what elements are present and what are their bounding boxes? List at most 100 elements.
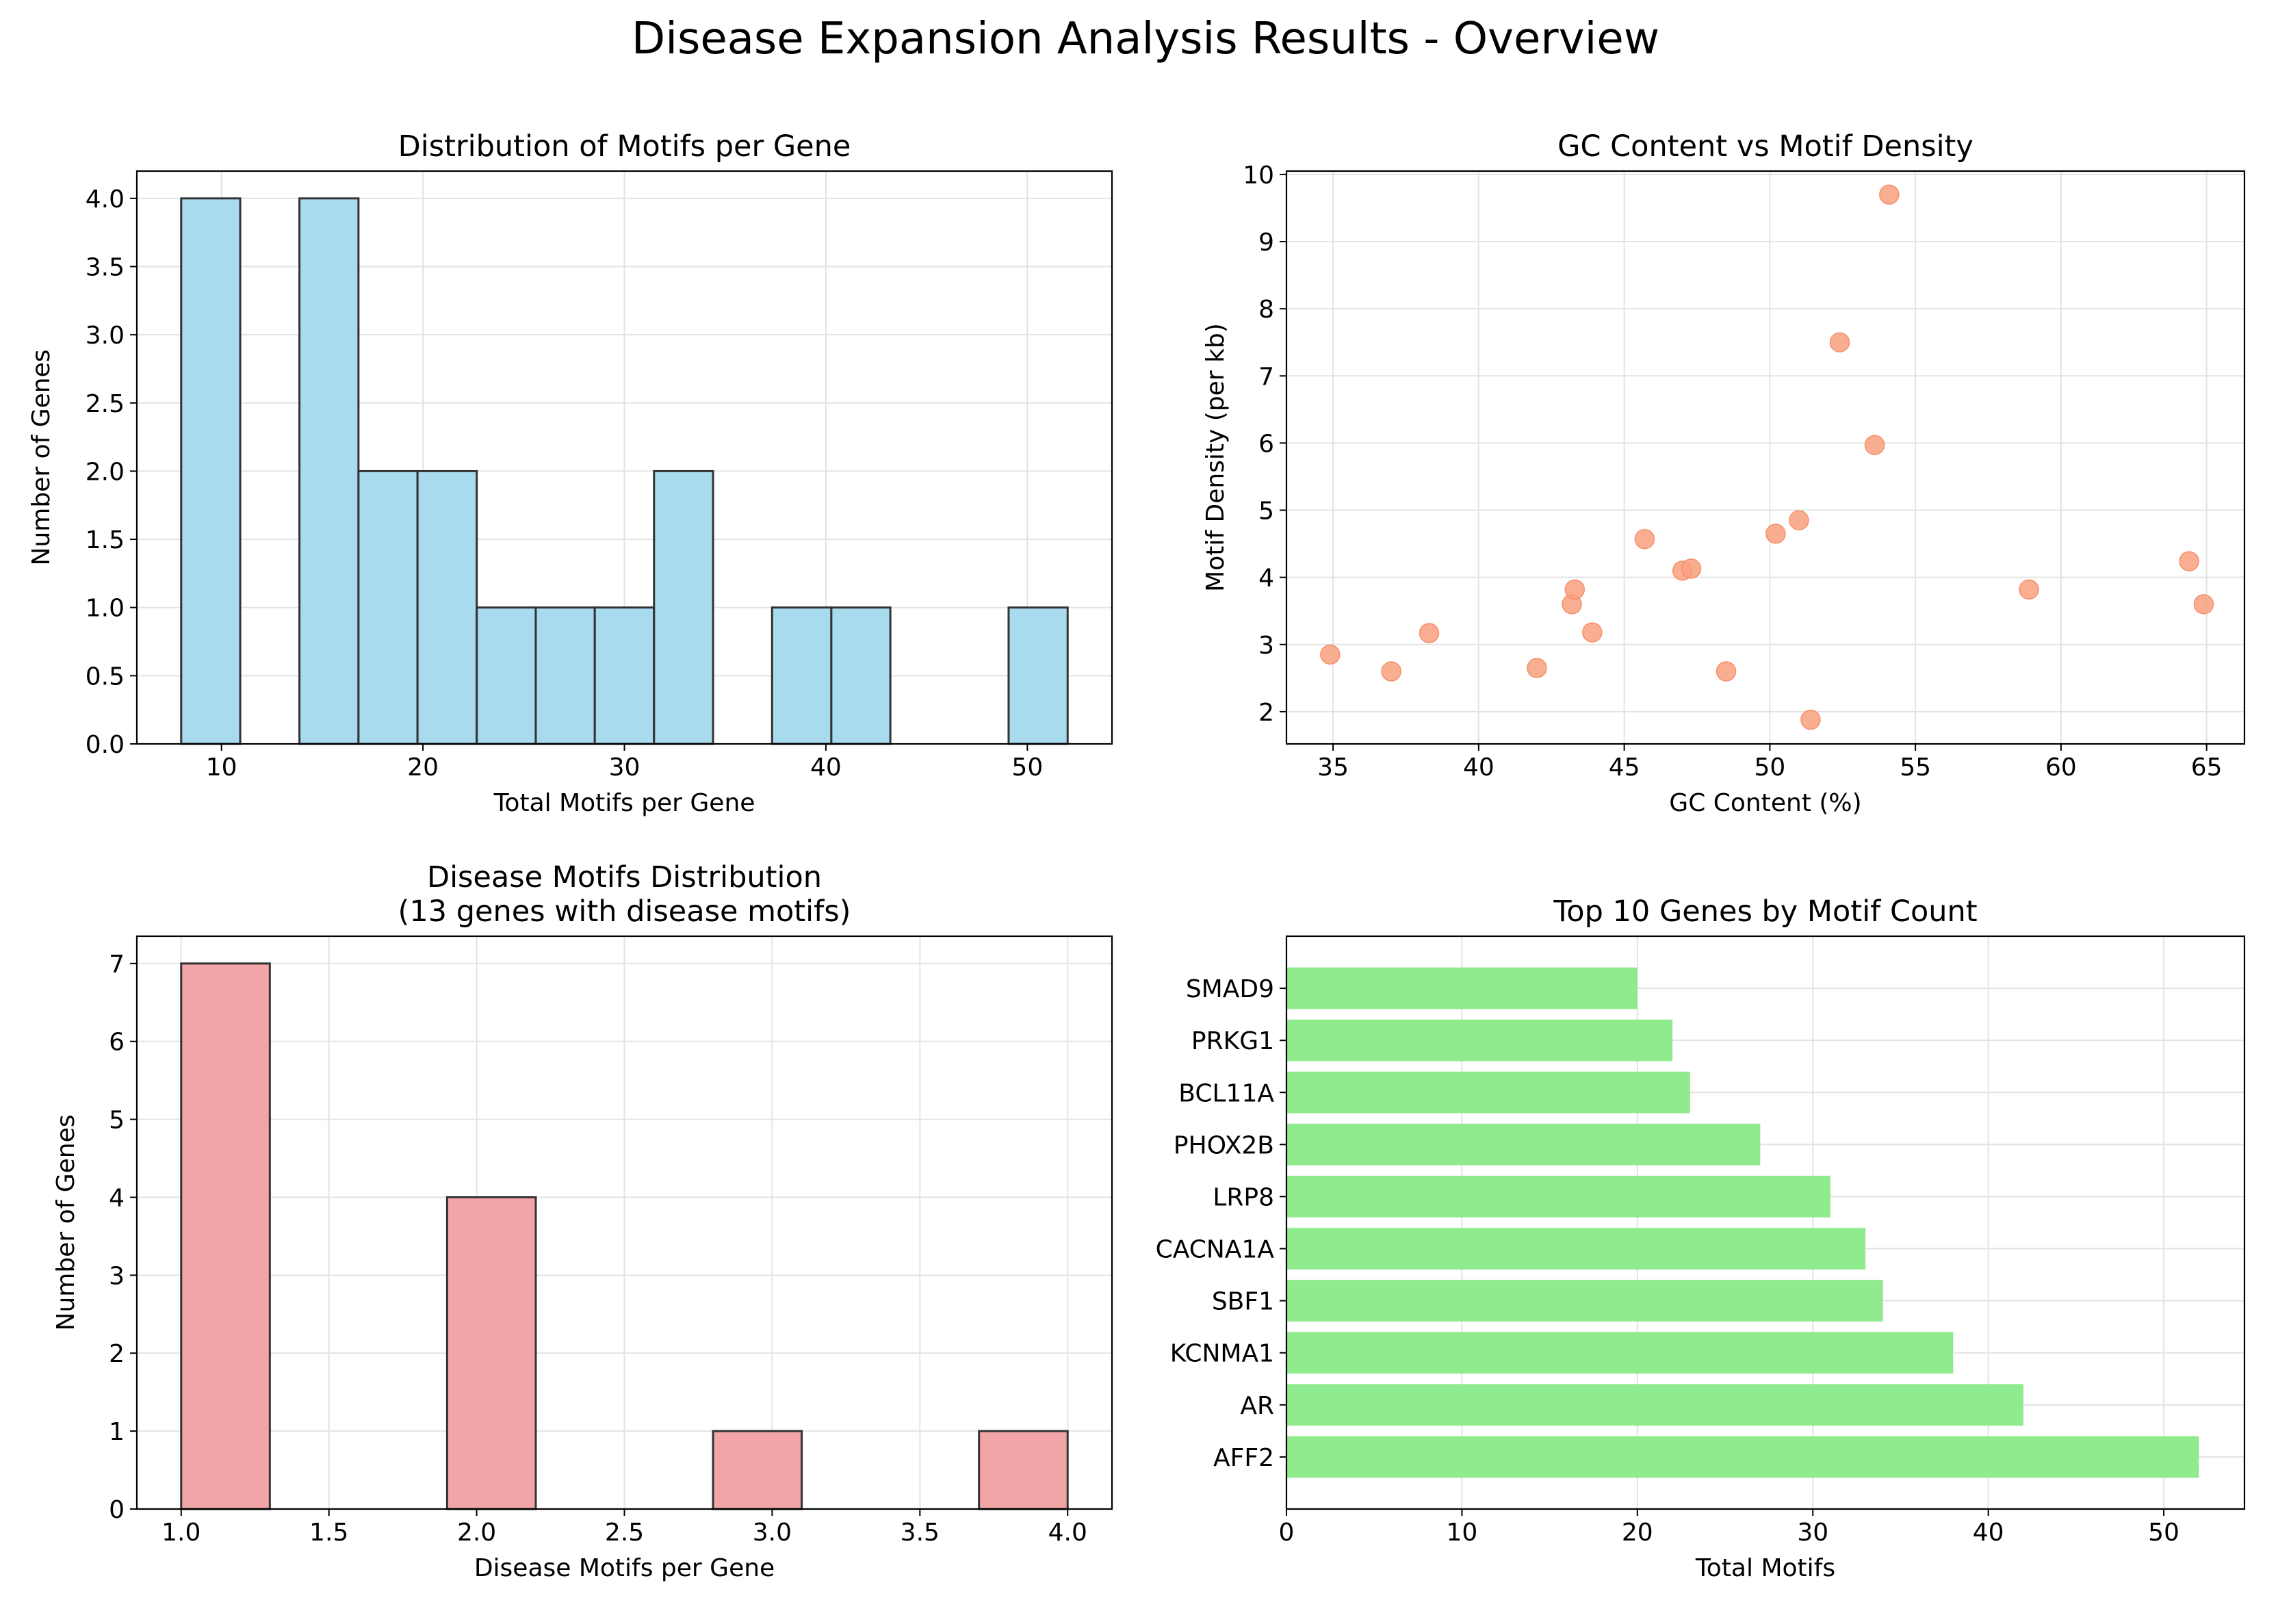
scatter-point bbox=[2193, 594, 2214, 615]
gene-label: PRKG1 bbox=[1191, 1027, 1274, 1055]
plot-title-line: (13 genes with disease motifs) bbox=[398, 894, 851, 929]
scatter-point bbox=[1381, 661, 1401, 682]
scatter-point bbox=[1582, 622, 1603, 643]
x-tick-label: 45 bbox=[1609, 753, 1640, 782]
scatter-point bbox=[2019, 579, 2039, 600]
histogram-bar bbox=[180, 197, 242, 745]
scatter-point bbox=[1829, 332, 1850, 352]
gene-label: AFF2 bbox=[1213, 1444, 1274, 1472]
gene-label: CACNA1A bbox=[1156, 1236, 1275, 1264]
histogram-bar bbox=[357, 469, 419, 745]
scatter-point bbox=[1765, 524, 1786, 544]
gene-bar bbox=[1286, 1071, 1690, 1113]
y-tick-label: 4 bbox=[1258, 565, 1274, 593]
y-tick-label: 2 bbox=[109, 1340, 125, 1368]
histogram-bar bbox=[534, 606, 596, 745]
y-tick-label: 0.0 bbox=[86, 731, 125, 759]
histogram-bar bbox=[593, 606, 656, 745]
histogram-bar bbox=[416, 469, 478, 745]
histogram-bar bbox=[712, 1430, 803, 1510]
y-tick-label: 5 bbox=[109, 1107, 125, 1135]
gene-label: SMAD9 bbox=[1186, 975, 1274, 1003]
x-axis-label: Total Motifs per Gene bbox=[493, 789, 755, 817]
y-tick-label: 2.0 bbox=[86, 458, 125, 486]
x-tick-label: 10 bbox=[1447, 1519, 1478, 1547]
x-tick-label: 65 bbox=[2191, 753, 2223, 782]
x-tick-label: 1.0 bbox=[161, 1519, 200, 1547]
x-tick-label: 20 bbox=[407, 753, 439, 782]
gc-vs-density-scatter: GC Content vs Motif Density GC Content (%… bbox=[1202, 129, 2246, 817]
x-tick-label: 60 bbox=[2045, 753, 2077, 782]
gene-bar bbox=[1286, 1436, 2199, 1478]
gene-bar bbox=[1286, 1280, 1883, 1322]
x-tick-label: 4.0 bbox=[1048, 1519, 1087, 1547]
x-tick-label: 40 bbox=[1973, 1519, 2004, 1547]
x-tick-label: 40 bbox=[1463, 753, 1494, 782]
plot-title-line: Disease Motifs Distribution bbox=[427, 860, 822, 894]
gene-bar bbox=[1286, 1176, 1830, 1217]
y-tick-label: 3.5 bbox=[86, 254, 125, 282]
x-tick-label: 35 bbox=[1317, 753, 1349, 782]
x-tick-label: 2.0 bbox=[457, 1519, 496, 1547]
x-tick-label: 40 bbox=[810, 753, 842, 782]
plot-frame bbox=[1285, 170, 2246, 745]
y-axis-label: Number of Genes bbox=[27, 350, 55, 566]
y-tick-label: 2.5 bbox=[86, 390, 125, 418]
y-tick-label: 0 bbox=[109, 1496, 125, 1524]
gene-label: LRP8 bbox=[1213, 1183, 1274, 1211]
y-tick-label: 3 bbox=[1258, 632, 1274, 660]
y-tick-label: 0.5 bbox=[86, 662, 125, 691]
gene-label: PHOX2B bbox=[1174, 1131, 1274, 1159]
x-tick-label: 30 bbox=[609, 753, 640, 782]
scatter-point bbox=[1864, 435, 1885, 456]
y-tick-label: 4 bbox=[109, 1184, 125, 1212]
histogram-bar bbox=[180, 962, 271, 1510]
motifs-per-gene-histogram: Distribution of Motifs per Gene Total Mot… bbox=[27, 129, 1113, 817]
y-tick-label: 6 bbox=[1258, 430, 1274, 458]
x-tick-label: 1.5 bbox=[309, 1519, 348, 1547]
scatter-point bbox=[1564, 579, 1585, 600]
y-tick-label: 10 bbox=[1243, 162, 1274, 190]
x-axis-label: Total Motifs bbox=[1695, 1554, 1835, 1582]
y-axis-label: Number of Genes bbox=[52, 1115, 80, 1331]
scatter-point bbox=[1716, 661, 1737, 682]
x-tick-label: 55 bbox=[1900, 753, 1931, 782]
plot-title: Disease Motifs Distribution (13 genes wit… bbox=[398, 860, 851, 929]
y-tick-label: 2 bbox=[1258, 699, 1274, 727]
scatter-point bbox=[1320, 644, 1341, 665]
gene-label: SBF1 bbox=[1212, 1288, 1274, 1316]
histogram-bar bbox=[476, 606, 537, 745]
plot-title-line: GC Content vs Motif Density bbox=[1557, 129, 1973, 164]
x-tick-label: 30 bbox=[1797, 1519, 1828, 1547]
scatter-point bbox=[1527, 658, 1547, 678]
gene-bar bbox=[1286, 1332, 1954, 1374]
plot-title-line: Distribution of Motifs per Gene bbox=[398, 129, 851, 164]
plot-title: Top 10 Genes by Motif Count bbox=[1553, 894, 1977, 929]
gene-bar bbox=[1286, 1228, 1866, 1269]
histogram-bar bbox=[298, 197, 360, 745]
disease-motifs-histogram: Disease Motifs Distribution (13 genes wit… bbox=[52, 860, 1113, 1582]
x-tick-label: 3.5 bbox=[901, 1519, 940, 1547]
scatter-point bbox=[2179, 551, 2199, 571]
plot-title: GC Content vs Motif Density bbox=[1557, 129, 1973, 164]
histogram-bar bbox=[653, 469, 714, 745]
plot-title: Distribution of Motifs per Gene bbox=[398, 129, 851, 164]
y-tick-label: 8 bbox=[1258, 296, 1274, 324]
scatter-point bbox=[1789, 510, 1809, 530]
scatter-point bbox=[1879, 184, 1900, 205]
gene-label: BCL11A bbox=[1178, 1079, 1274, 1107]
x-tick-label: 50 bbox=[1011, 753, 1043, 782]
histogram-bar bbox=[830, 606, 892, 745]
scatter-point bbox=[1800, 709, 1821, 730]
gene-bar bbox=[1286, 967, 1638, 1009]
y-tick-label: 3 bbox=[109, 1262, 125, 1290]
x-axis-label: Disease Motifs per Gene bbox=[474, 1554, 775, 1582]
y-tick-label: 1.0 bbox=[86, 595, 125, 623]
top-genes-bar-chart: Top 10 Genes by Motif Count Total Motifs 0… bbox=[1156, 894, 2246, 1582]
y-tick-label: 1.5 bbox=[86, 526, 125, 554]
x-tick-label: 50 bbox=[1754, 753, 1785, 782]
y-axis-label: Motif Density (per kb) bbox=[1202, 323, 1230, 592]
x-axis-label: GC Content (%) bbox=[1669, 789, 1861, 817]
x-tick-label: 0 bbox=[1279, 1519, 1295, 1547]
